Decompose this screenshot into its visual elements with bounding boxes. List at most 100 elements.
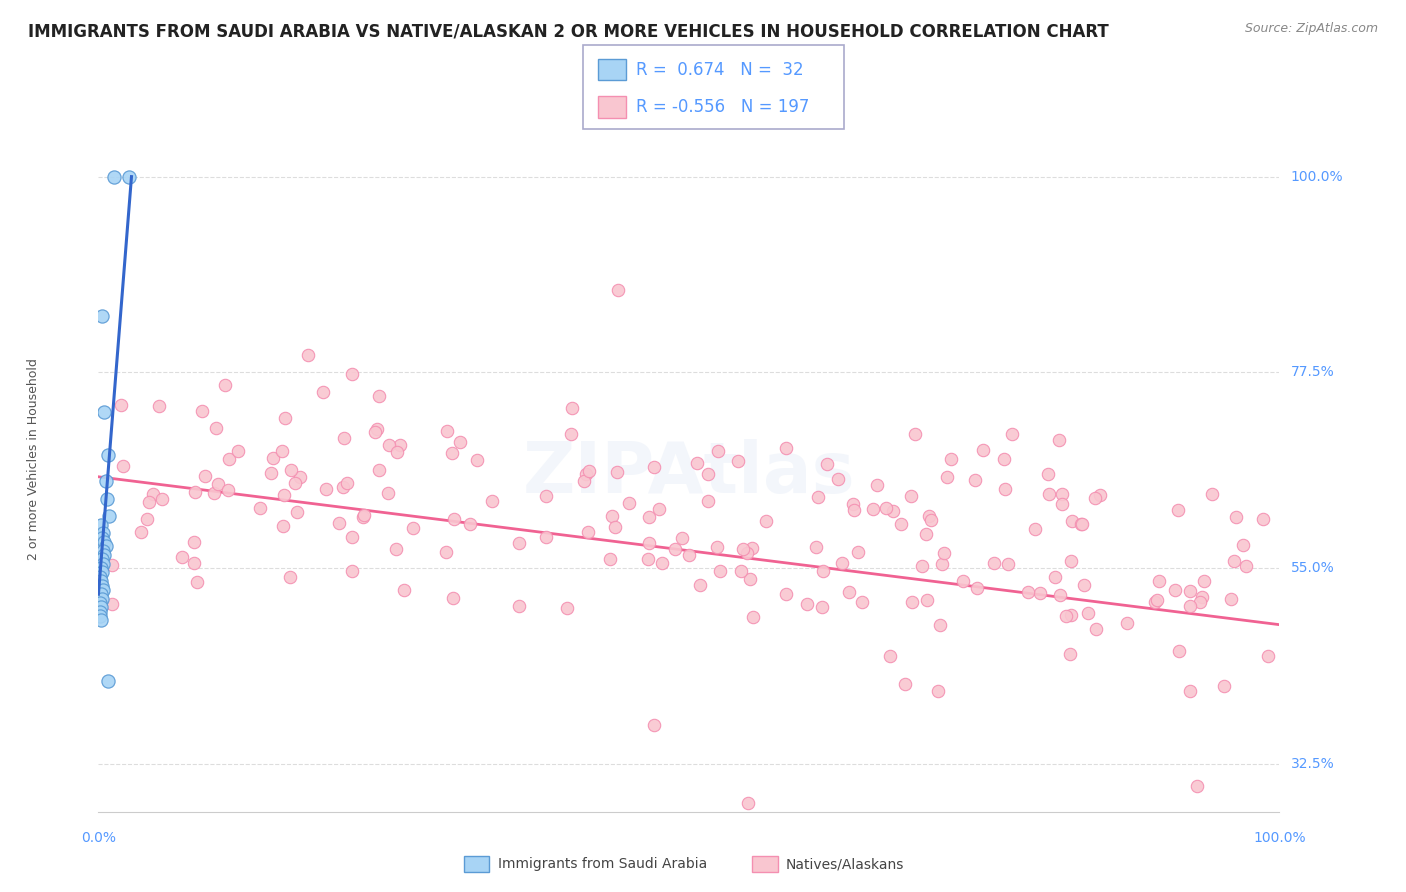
Point bbox=[150, 492, 173, 507]
Point bbox=[807, 490, 830, 504]
Text: ZIPAtlas: ZIPAtlas bbox=[523, 439, 855, 508]
Point bbox=[927, 683, 949, 698]
Text: 100.0%: 100.0% bbox=[1291, 169, 1343, 184]
Point bbox=[707, 444, 730, 458]
Point bbox=[90, 517, 112, 532]
Point bbox=[1070, 517, 1092, 532]
Point bbox=[1167, 503, 1189, 517]
Point bbox=[686, 456, 709, 470]
Point bbox=[1232, 538, 1254, 552]
Point bbox=[1024, 522, 1046, 536]
Point bbox=[1085, 623, 1108, 637]
Point bbox=[91, 578, 114, 592]
Point bbox=[89, 605, 111, 619]
Point bbox=[678, 548, 700, 562]
Point bbox=[368, 389, 391, 403]
Point bbox=[340, 564, 363, 578]
Point bbox=[387, 445, 409, 459]
Point bbox=[1077, 606, 1099, 620]
Point bbox=[91, 566, 114, 580]
Point bbox=[1201, 487, 1223, 501]
Point bbox=[378, 437, 401, 451]
Text: Immigrants from Saudi Arabia: Immigrants from Saudi Arabia bbox=[498, 857, 707, 871]
Point bbox=[1234, 559, 1257, 574]
Point bbox=[1180, 684, 1202, 698]
Point bbox=[270, 444, 292, 458]
Point bbox=[827, 472, 849, 486]
Text: R = -0.556   N = 197: R = -0.556 N = 197 bbox=[636, 98, 808, 116]
Text: Natives/Alaskans: Natives/Alaskans bbox=[786, 857, 904, 871]
Point bbox=[842, 497, 865, 511]
Point bbox=[901, 595, 924, 609]
Point bbox=[1084, 491, 1107, 505]
Point bbox=[1163, 582, 1185, 597]
Point bbox=[534, 530, 557, 544]
Point bbox=[352, 509, 374, 524]
Point bbox=[1180, 583, 1202, 598]
Point bbox=[1054, 609, 1077, 624]
Point bbox=[336, 475, 359, 490]
Point bbox=[1029, 586, 1052, 600]
Point bbox=[737, 796, 759, 810]
Point bbox=[775, 441, 797, 455]
Point bbox=[1062, 514, 1084, 528]
Point bbox=[1049, 588, 1071, 602]
Point bbox=[103, 169, 125, 184]
Point bbox=[377, 485, 399, 500]
Point bbox=[576, 524, 599, 539]
Text: Source: ZipAtlas.com: Source: ZipAtlas.com bbox=[1244, 22, 1378, 36]
Point bbox=[813, 564, 835, 578]
Point bbox=[697, 494, 720, 508]
Point bbox=[738, 572, 761, 586]
Point bbox=[183, 556, 205, 570]
Point bbox=[91, 552, 114, 566]
Point bbox=[911, 559, 934, 574]
Point bbox=[1073, 578, 1095, 592]
Point bbox=[689, 578, 711, 592]
Point bbox=[90, 574, 112, 589]
Point bbox=[727, 454, 749, 468]
Point bbox=[110, 398, 132, 412]
Point bbox=[643, 717, 665, 731]
Point bbox=[368, 463, 391, 477]
Point bbox=[939, 452, 962, 467]
Point bbox=[91, 591, 114, 606]
Point bbox=[273, 518, 295, 533]
Point bbox=[879, 649, 901, 664]
Point bbox=[89, 596, 111, 610]
Point bbox=[637, 552, 659, 566]
Point bbox=[508, 536, 530, 550]
Point bbox=[136, 512, 159, 526]
Point bbox=[935, 470, 957, 484]
Point bbox=[285, 505, 308, 519]
Point bbox=[1017, 584, 1039, 599]
Point bbox=[1050, 487, 1073, 501]
Point bbox=[599, 552, 621, 566]
Point bbox=[862, 502, 884, 516]
Point bbox=[846, 544, 869, 558]
Point bbox=[148, 400, 170, 414]
Point bbox=[966, 581, 988, 595]
Point bbox=[997, 557, 1019, 571]
Point bbox=[508, 599, 530, 613]
Point bbox=[1192, 574, 1215, 589]
Point bbox=[142, 487, 165, 501]
Point bbox=[983, 556, 1005, 570]
Point bbox=[904, 426, 927, 441]
Point bbox=[458, 517, 481, 532]
Point bbox=[90, 587, 112, 601]
Point bbox=[96, 491, 118, 506]
Point bbox=[280, 463, 302, 477]
Point bbox=[202, 485, 225, 500]
Point bbox=[184, 485, 207, 500]
Point bbox=[194, 468, 217, 483]
Point bbox=[342, 367, 364, 381]
Point bbox=[402, 521, 425, 535]
Point bbox=[443, 512, 465, 526]
Point bbox=[1045, 570, 1067, 584]
Point bbox=[619, 496, 641, 510]
Point bbox=[1185, 779, 1208, 793]
Point bbox=[91, 557, 114, 571]
Point bbox=[963, 474, 986, 488]
Point bbox=[332, 480, 354, 494]
